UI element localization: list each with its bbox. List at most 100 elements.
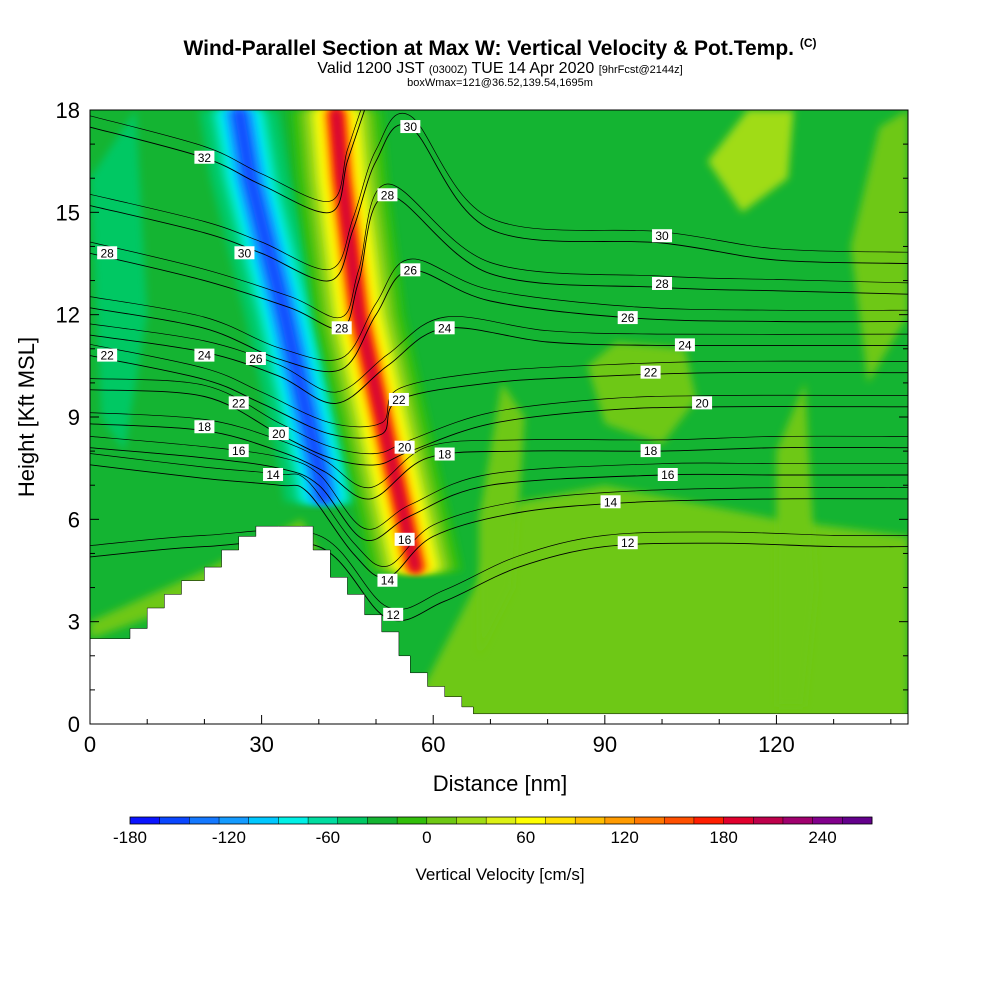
contour-label: 24: [674, 338, 695, 352]
isentrope-minor: [90, 183, 908, 319]
contour-label: 24: [434, 321, 455, 335]
contour-label: 22: [388, 392, 409, 407]
contour-label-text: 28: [655, 277, 669, 291]
contour-label-text: 16: [661, 468, 675, 482]
contour-label: 24: [194, 348, 215, 363]
isentrope-minor: [90, 412, 908, 488]
downdraft-band: [234, 110, 330, 503]
contour-label-box: [617, 311, 638, 325]
isentrope-18: [90, 423, 908, 500]
contour-label-text: 20: [695, 396, 709, 410]
colorbar-swatch: [367, 817, 398, 824]
updraft-upper-right: [707, 110, 794, 213]
colorbar-swatch: [278, 817, 309, 824]
colorbar-swatch: [486, 817, 517, 824]
contour-label-box: [600, 495, 621, 509]
isentrope-minor: [90, 316, 908, 393]
contour-label-box: [400, 263, 421, 277]
contour-label-box: [268, 427, 289, 441]
contour-label: 30: [652, 229, 673, 243]
contour-label-text: 28: [335, 321, 349, 335]
colorbar-tick-label: 0: [422, 828, 431, 847]
colorbar-swatch: [219, 817, 250, 824]
contour-label-text: 28: [381, 188, 395, 202]
contour-label: 26: [400, 263, 421, 277]
x-tick-label: 0: [84, 732, 96, 757]
y-tick-label: 12: [56, 303, 80, 328]
isentrope-minor: [90, 110, 362, 202]
contour-label-box: [394, 440, 415, 454]
contour-label-text: 32: [198, 151, 212, 165]
contour-label-text: 30: [238, 246, 252, 260]
contour-label-text: 24: [198, 349, 212, 363]
contour-label: 32: [194, 150, 215, 165]
y-tick-label: 6: [68, 507, 80, 532]
contour-label: 12: [617, 536, 638, 550]
contour-label-text: 14: [266, 468, 280, 482]
y-tick-label: 9: [68, 405, 80, 430]
contour-label: 22: [97, 348, 118, 363]
contour-label: 28: [97, 246, 118, 260]
colorbar-frame: [129, 816, 873, 825]
contour-label-text: 18: [644, 444, 658, 458]
colorbar-swatch: [130, 817, 161, 824]
terrain-mask: [90, 525, 908, 724]
contour-label-text: 22: [392, 393, 406, 407]
colorbar-swatch: [753, 817, 784, 824]
contour-label: 16: [657, 467, 678, 482]
contour-label: 14: [377, 573, 398, 588]
contour-label-text: 18: [198, 420, 212, 434]
contour-label-text: 28: [100, 246, 114, 260]
contour-label: 26: [245, 352, 266, 366]
contour-label-text: 26: [249, 352, 263, 366]
contour-label-box: [97, 348, 118, 362]
contour-label-box: [692, 396, 713, 410]
contour-label: 18: [434, 447, 455, 462]
contour-label-box: [228, 444, 249, 458]
updraft-band: [330, 110, 422, 571]
colorbar-swatch: [842, 817, 873, 824]
contour-label: 30: [400, 120, 421, 134]
isentrope-minor: [90, 453, 908, 567]
contour-label-box: [194, 420, 215, 434]
contour-label: 16: [228, 444, 249, 458]
contour-label: 30: [234, 246, 255, 260]
isentrope-minor: [90, 113, 908, 271]
contour-label-text: 22: [232, 396, 246, 410]
y-axis-label: Height [Kft MSL]: [14, 337, 39, 497]
contour-label: 28: [652, 276, 673, 291]
contour-label-text: 26: [621, 311, 635, 325]
contour-label-box: [234, 246, 255, 260]
contour-label: 18: [640, 444, 661, 458]
isentrope-minor: [90, 529, 908, 610]
colorbar-tick-label: 180: [709, 828, 737, 847]
x-axis-label: Distance [nm]: [433, 771, 568, 796]
contour-label-box: [377, 188, 398, 202]
colorbar-swatch: [812, 817, 843, 824]
colorbar-swatch: [456, 817, 487, 824]
isentrope-16: [90, 447, 908, 542]
chart-title: Wind-Parallel Section at Max W: Vertical…: [183, 36, 817, 60]
contour-labels: 32 30 28 28 30 26 30 28 28 24 26 24 22 24 26 22 20 22 22 18…: [97, 120, 713, 622]
contour-label: 18: [194, 420, 215, 434]
isentrope-32: [90, 110, 366, 214]
contour-label-text: 18: [438, 448, 452, 462]
colorbar-swatch: [782, 817, 814, 824]
colorbar-label: Vertical Velocity [cm/s]: [415, 865, 584, 884]
contour-label: 16: [394, 532, 415, 547]
contour-label-box: [331, 321, 352, 335]
colorbar-swatch: [723, 817, 754, 824]
contour-label-text: 16: [398, 533, 412, 547]
contour-label-box: [617, 536, 638, 550]
contour-label-box: [652, 276, 673, 290]
colorbar-swatch: [397, 817, 428, 824]
colorbar-swatch: [604, 817, 635, 824]
contour-label: 14: [600, 495, 621, 509]
contour-label-box: [652, 229, 673, 243]
isentrope-minor: [90, 258, 908, 361]
contour-label: 14: [263, 467, 284, 482]
x-tick-label: 90: [593, 732, 617, 757]
colorbar-swatch: [545, 817, 576, 824]
contour-label-text: 22: [100, 349, 114, 363]
